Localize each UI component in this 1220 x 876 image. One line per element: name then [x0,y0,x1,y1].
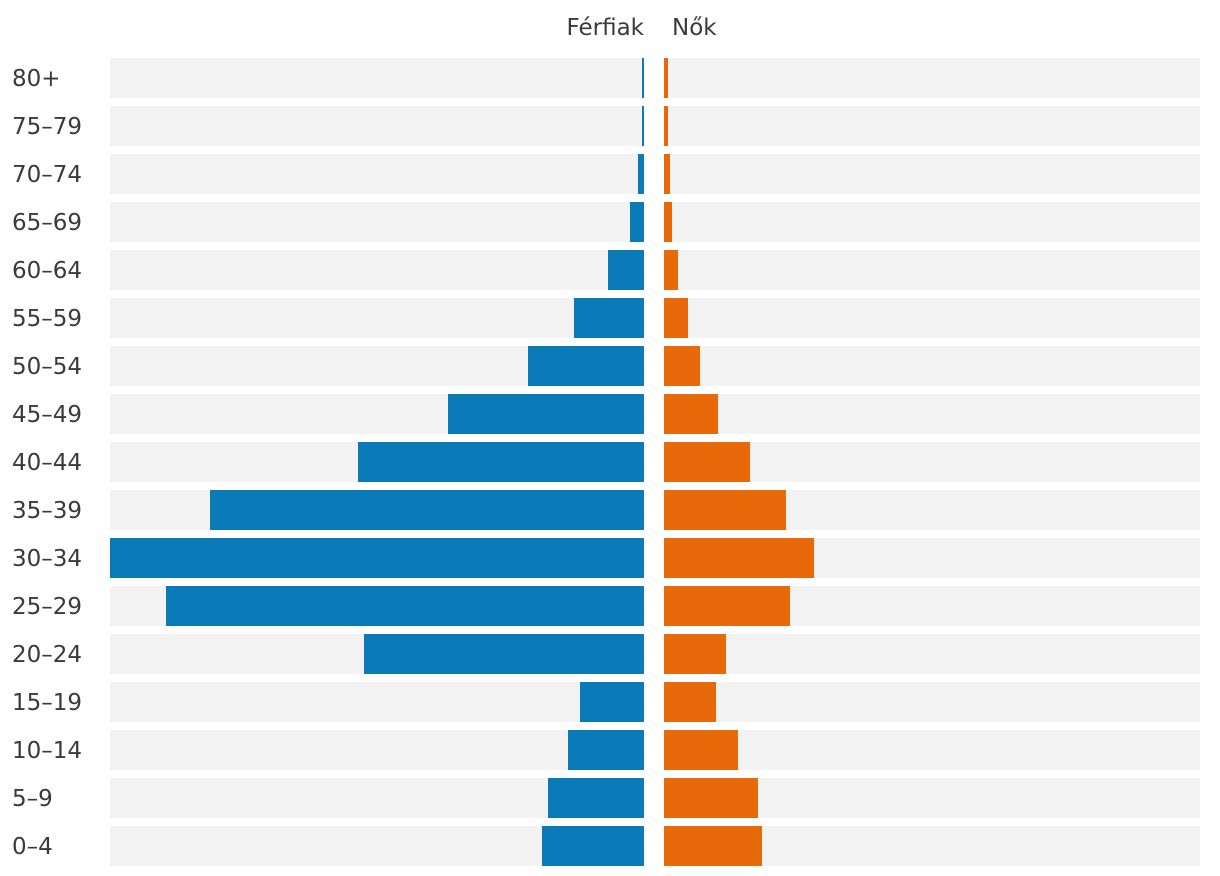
bar-men-8 [358,442,644,482]
bar-women-6 [664,346,700,386]
band-women-7 [664,394,1200,434]
bar-women-14 [664,730,738,770]
bar-men-3 [630,202,644,242]
bar-men-12 [364,634,644,674]
bar-women-13 [664,682,716,722]
age-label-6: 50–54 [12,354,82,380]
bar-men-10 [110,538,644,578]
age-label-5: 55–59 [12,306,82,332]
legend-label-men: Férfiak [567,15,645,41]
age-label-9: 35–39 [12,498,82,524]
band-men-4 [110,250,644,290]
band-men-3 [110,202,644,242]
band-men-13 [110,682,644,722]
bar-men-1 [642,106,644,146]
bar-men-13 [580,682,644,722]
band-women-0 [664,58,1200,98]
legend: Férfiak Nők [567,15,718,41]
band-women-13 [664,682,1200,722]
age-label-7: 45–49 [12,402,82,428]
bar-men-15 [548,778,644,818]
band-men-0 [110,58,644,98]
bar-men-9 [210,490,644,530]
age-label-12: 20–24 [12,642,82,668]
age-label-0: 80+ [12,66,61,92]
band-men-1 [110,106,644,146]
band-women-2 [664,154,1200,194]
bar-women-7 [664,394,718,434]
age-label-13: 15–19 [12,690,82,716]
bar-women-9 [664,490,786,530]
bar-men-5 [574,298,644,338]
age-label-8: 40–44 [12,450,82,476]
band-women-1 [664,106,1200,146]
age-label-2: 70–74 [12,162,82,188]
age-label-11: 25–29 [12,594,82,620]
bar-women-5 [664,298,688,338]
age-label-16: 0–4 [12,834,53,860]
bars-women [664,58,814,866]
bar-men-2 [638,154,644,194]
legend-label-women: Nők [672,15,717,41]
bars-men [110,58,644,866]
band-men-5 [110,298,644,338]
bar-women-2 [664,154,670,194]
bar-women-1 [664,106,668,146]
bar-women-4 [664,250,678,290]
age-labels: 80+ 75–79 70–74 65–69 60–64 55–59 50–54 45–49 40… [12,66,82,860]
bar-women-12 [664,634,726,674]
bar-women-10 [664,538,814,578]
bar-men-7 [448,394,644,434]
band-women-3 [664,202,1200,242]
bar-men-16 [542,826,644,866]
band-women-5 [664,298,1200,338]
band-women-4 [664,250,1200,290]
bar-men-6 [528,346,644,386]
background-bands [110,58,1200,866]
age-label-10: 30–34 [12,546,82,572]
bar-women-15 [664,778,758,818]
age-label-4: 60–64 [12,258,82,284]
band-women-12 [664,634,1200,674]
band-women-6 [664,346,1200,386]
bar-women-16 [664,826,762,866]
age-label-3: 65–69 [12,210,82,236]
band-women-14 [664,730,1200,770]
bar-women-8 [664,442,750,482]
age-label-15: 5–9 [12,786,53,812]
band-women-8 [664,442,1200,482]
bar-women-11 [664,586,790,626]
bar-women-0 [664,58,668,98]
bar-women-3 [664,202,672,242]
band-men-14 [110,730,644,770]
bar-men-4 [608,250,644,290]
age-label-14: 10–14 [12,738,82,764]
bar-men-11 [166,586,644,626]
bar-men-0 [642,58,644,98]
band-men-2 [110,154,644,194]
bar-men-14 [568,730,644,770]
age-label-1: 75–79 [12,114,82,140]
